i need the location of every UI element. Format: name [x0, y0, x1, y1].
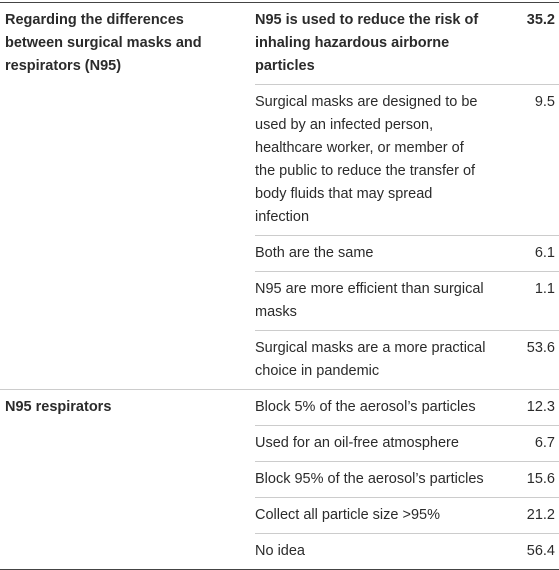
answer-text: N95 is used to reduce the risk of inhali…: [255, 12, 479, 74]
percent-value: 6.1: [507, 235, 559, 272]
answer-text: No idea: [255, 533, 507, 570]
table-row: Both are the same 6.1: [0, 235, 559, 272]
table-row: Regarding the differences between surgic…: [0, 3, 559, 85]
answer-text: Surgical masks are a more practical choi…: [255, 330, 507, 390]
group-label: N95 respirators: [0, 389, 255, 570]
answer-text: Block 95% of the aerosol’s particles: [255, 461, 507, 498]
table-row: Collect all particle size >95% 21.2: [0, 497, 559, 534]
table-row: N95 are more efficient than surgical mas…: [0, 271, 559, 331]
answer-text: Collect all particle size >95%: [255, 497, 507, 534]
percent-value: 21.2: [507, 497, 559, 534]
answer-text: Used for an oil-free atmosphere: [255, 425, 507, 462]
percent-value: 35.2: [526, 12, 555, 28]
answer-text: Both are the same: [255, 235, 507, 272]
table-row: Used for an oil-free atmosphere 6.7: [0, 425, 559, 462]
table-row: N95 respirators Block 5% of the aerosol’s…: [0, 389, 559, 570]
percent-value: 12.3: [507, 389, 559, 426]
answer-text: Surgical masks are designed to be used b…: [255, 84, 507, 236]
table-row: Block 95% of the aerosol’s particles 15.6: [0, 461, 559, 498]
percent-value: 15.6: [507, 461, 559, 498]
answer-text: Block 5% of the aerosol’s particles: [255, 389, 507, 426]
percent-value: 1.1: [507, 271, 559, 331]
table-body: Regarding the differences between surgic…: [0, 3, 559, 570]
table-row: Surgical masks are designed to be used b…: [0, 84, 559, 236]
percent-value: 6.7: [507, 425, 559, 462]
percent-value: 53.6: [507, 330, 559, 390]
percent-value: 56.4: [507, 533, 559, 570]
table-row: Surgical masks are a more practical choi…: [0, 330, 559, 390]
group-label: Regarding the differences between surgic…: [5, 12, 202, 74]
percent-value: 9.5: [507, 84, 559, 236]
answer-text: N95 are more efficient than surgical mas…: [255, 271, 507, 331]
